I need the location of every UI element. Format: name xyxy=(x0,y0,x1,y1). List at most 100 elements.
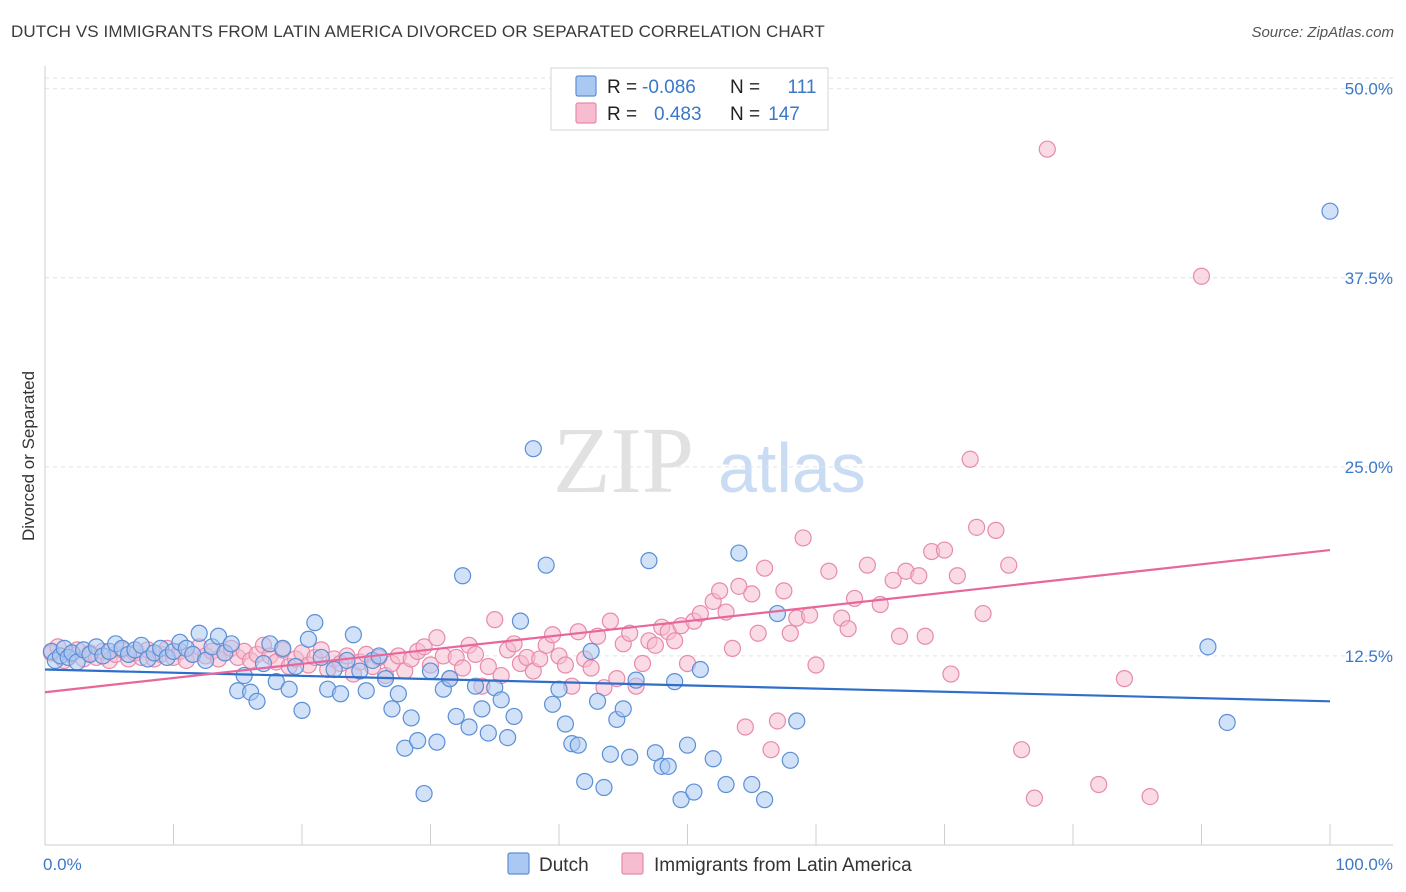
latam-point xyxy=(601,612,620,630)
latam-point xyxy=(749,624,767,642)
dutch-point xyxy=(678,736,697,754)
dutch-point xyxy=(222,635,240,653)
dutch-point xyxy=(357,682,375,700)
dutch-point xyxy=(505,707,523,726)
legend-box xyxy=(550,67,829,131)
latam-point xyxy=(1000,556,1018,574)
dutch-point xyxy=(248,692,266,710)
legend-n-value-latam: 147 xyxy=(768,104,800,125)
x-tick-marks xyxy=(44,824,1331,845)
dutch-point xyxy=(389,685,407,703)
latam-point xyxy=(987,521,1005,539)
dutch-point xyxy=(306,614,324,632)
legend-r-label-dutch: R = xyxy=(607,77,637,98)
latam-point xyxy=(454,659,472,677)
bottom-legend-swatch-latam xyxy=(621,852,644,875)
latam-point xyxy=(582,659,600,677)
latam-point xyxy=(961,450,979,468)
y-tick-labels: 12.5% 25.0% 37.5% 50.0% xyxy=(1345,80,1393,666)
dutch-point xyxy=(428,733,446,751)
axes xyxy=(44,66,1393,846)
latam-point xyxy=(839,620,857,638)
dutch-point xyxy=(274,639,292,657)
latam-point xyxy=(755,559,774,577)
dutch-point xyxy=(402,709,420,727)
dutch-point xyxy=(267,673,285,691)
dutch-point xyxy=(344,626,362,644)
dutch-point xyxy=(691,660,709,679)
latam-point xyxy=(743,585,761,603)
latam-point xyxy=(820,562,838,580)
dutch-point xyxy=(383,700,401,718)
latam-point xyxy=(974,604,992,623)
latam-point xyxy=(890,627,909,645)
dutch-point xyxy=(460,718,478,736)
dutch-point xyxy=(286,657,305,676)
y-axis-label: Divorced or Separated xyxy=(19,371,38,541)
watermark-zip: ZIP xyxy=(553,409,694,513)
legend-r-label-latam: R = xyxy=(607,104,637,125)
latam-point xyxy=(466,645,485,664)
latam-point xyxy=(723,639,742,657)
legend-r-value-dutch: -0.086 xyxy=(642,77,696,98)
latam-point xyxy=(884,571,902,589)
dutch-point xyxy=(396,739,414,757)
y-tick-label: 25.0% xyxy=(1345,458,1393,477)
dutch-point xyxy=(499,729,517,747)
dutch-point xyxy=(511,612,530,630)
latam-point xyxy=(1192,267,1211,285)
y-tick-label: 12.5% xyxy=(1345,647,1393,666)
bottom-legend-swatch-dutch xyxy=(507,852,530,875)
watermark: ZIP atlas xyxy=(553,409,866,513)
latam-point xyxy=(646,636,664,654)
dutch-point xyxy=(421,662,440,680)
correlation-legend: R = -0.086 N = 111 R = 0.483 N = 147 xyxy=(550,67,829,131)
dutch-point xyxy=(595,778,613,797)
dutch-point xyxy=(704,750,722,768)
latam-point xyxy=(858,556,877,574)
dutch-point xyxy=(466,677,485,695)
latam-point xyxy=(691,604,709,623)
legend-r-value-latam: 0.483 xyxy=(654,104,702,125)
dutch-point xyxy=(576,772,594,791)
trend-line-latam xyxy=(44,548,1331,694)
dutch-point xyxy=(743,775,761,794)
dutch-point xyxy=(524,440,542,458)
latam-point xyxy=(505,635,523,653)
latam-point xyxy=(428,629,446,647)
dutch-point xyxy=(755,791,774,809)
latam-point xyxy=(794,529,812,547)
dutch-point xyxy=(454,567,472,585)
dutch-point xyxy=(730,544,748,562)
gridlines xyxy=(45,77,1393,657)
latam-point xyxy=(775,582,793,600)
latam-point xyxy=(1025,789,1044,807)
latam-point xyxy=(781,624,799,642)
latam-point xyxy=(762,741,780,759)
dutch-point xyxy=(614,700,632,718)
dutch-point xyxy=(209,627,228,645)
bottom-legend-label-dutch: Dutch xyxy=(539,855,589,876)
dutch-point xyxy=(1218,713,1236,732)
bottom-legend-label-latam: Immigrants from Latin America xyxy=(654,855,912,876)
dutch-point xyxy=(717,775,735,794)
latam-point xyxy=(800,606,819,624)
dutch-point xyxy=(280,680,298,698)
dutch-point xyxy=(781,751,799,769)
latam-point xyxy=(1115,670,1134,688)
x-tick-label-max: 100.0% xyxy=(1335,855,1393,874)
latam-point xyxy=(807,656,825,674)
dutch-point xyxy=(627,671,645,689)
dutch-point xyxy=(1199,638,1217,656)
legend-swatch-dutch xyxy=(575,75,597,97)
dutch-point xyxy=(409,732,427,750)
legend-n-label-latam: N = xyxy=(730,104,760,125)
dutch-point xyxy=(640,552,658,570)
latam-point xyxy=(1038,140,1056,158)
latam-point xyxy=(711,582,729,600)
dutch-point xyxy=(788,712,806,730)
legend-n-value-dutch: 111 xyxy=(788,77,817,98)
dutch-point xyxy=(685,783,703,801)
latam-point xyxy=(910,567,928,585)
